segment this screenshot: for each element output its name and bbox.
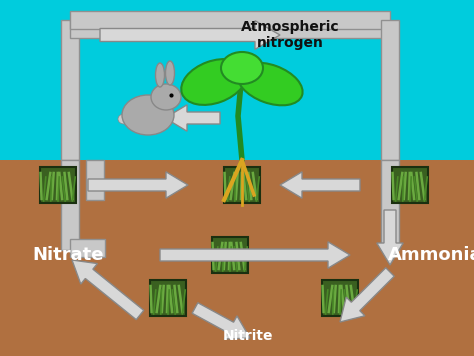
FancyArrow shape: [72, 260, 144, 320]
Bar: [61, 20, 79, 160]
Text: Atmospheric
nitrogen: Atmospheric nitrogen: [241, 20, 339, 50]
Text: Nitrite: Nitrite: [223, 329, 273, 343]
Ellipse shape: [122, 95, 174, 135]
Text: Nitrate: Nitrate: [32, 246, 104, 264]
Bar: [70, 239, 105, 257]
FancyArrow shape: [377, 210, 403, 265]
Bar: [40, 167, 76, 203]
Bar: [61, 160, 79, 250]
FancyArrow shape: [160, 242, 350, 268]
FancyArrow shape: [100, 21, 280, 49]
Bar: [381, 160, 399, 250]
FancyArrow shape: [280, 172, 360, 198]
Ellipse shape: [221, 52, 263, 84]
Ellipse shape: [165, 61, 174, 85]
FancyArrow shape: [88, 172, 188, 198]
Bar: [381, 20, 399, 160]
Ellipse shape: [151, 84, 181, 110]
Bar: [0, 0, 474, 160]
Bar: [322, 280, 358, 316]
FancyArrow shape: [192, 303, 250, 339]
Ellipse shape: [118, 114, 130, 124]
Ellipse shape: [237, 63, 302, 105]
Bar: [212, 237, 248, 273]
Bar: [70, 11, 390, 29]
Bar: [224, 167, 260, 203]
Bar: [70, 20, 390, 38]
Ellipse shape: [181, 59, 247, 105]
Ellipse shape: [155, 63, 164, 87]
Text: Ammonia: Ammonia: [388, 246, 474, 264]
Bar: [150, 280, 186, 316]
Bar: [86, 160, 104, 200]
FancyArrow shape: [165, 105, 220, 131]
Bar: [392, 167, 428, 203]
FancyArrow shape: [340, 268, 394, 322]
Bar: [0, 160, 474, 356]
